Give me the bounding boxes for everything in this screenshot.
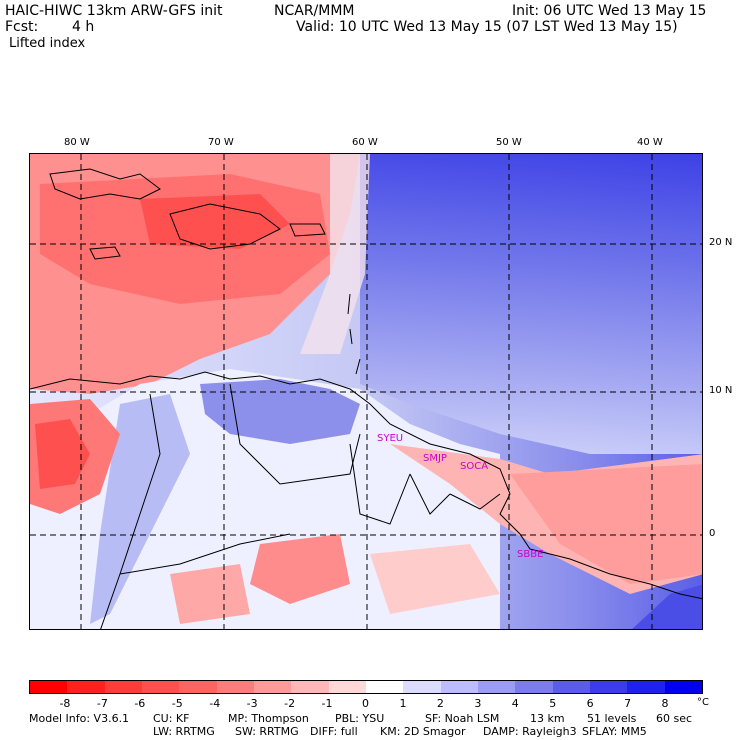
station-smjp: SMJP	[423, 453, 447, 464]
station-soca: SOCA	[460, 461, 489, 472]
pbl-scheme: PBL: YSU	[335, 712, 385, 725]
cumulus-scheme: CU: KF	[153, 712, 190, 725]
colorbar-tick-label: -1	[321, 697, 333, 710]
surface-layer-scheme: SFLAY: MM5	[582, 725, 647, 738]
colorbar-tick-label: 0	[362, 697, 369, 710]
french-guiana-border	[449, 493, 501, 510]
cuba-outline	[49, 168, 161, 200]
colorbar-swatch	[67, 681, 105, 693]
colorbar-swatch	[664, 681, 702, 693]
grid-spacing: 13 km	[530, 712, 565, 725]
vertical-levels: 51 levels	[587, 712, 637, 725]
shortwave-scheme: SW: RRTMG	[235, 725, 299, 738]
colorbar-swatch	[291, 681, 329, 693]
colorbar-swatch	[440, 681, 478, 693]
lon-label-80w: 80 W	[64, 137, 90, 148]
south-america-coast	[30, 371, 702, 600]
init-time: Init: 06 UTC Wed 13 May 15	[512, 3, 707, 19]
colorbar-swatch	[179, 681, 217, 693]
lifted-index-map: SYEU SMJP SOCA SBBE	[29, 153, 703, 630]
diffusion-option: DIFF: full	[310, 725, 358, 738]
lat-label-10n: 10 N	[709, 385, 733, 396]
amazon-delta-unstable	[510, 464, 702, 584]
colorbar-tick-label: -2	[284, 697, 296, 710]
colorbar-tick-label: 7	[624, 697, 632, 710]
colorbar-swatch	[403, 681, 441, 693]
venezuela-stable-region	[200, 379, 360, 444]
colorbar-swatch	[552, 681, 590, 693]
colorbar-unit: °C	[697, 697, 709, 708]
timestep: 60 sec	[656, 712, 693, 725]
colorbar-swatch	[365, 681, 404, 693]
colorbar-tick-label: 3	[474, 697, 482, 710]
colorbar-tick-label: -6	[134, 697, 146, 710]
southeast-stable-region	[632, 584, 702, 629]
venezuela-border	[229, 383, 361, 485]
amazon-unstable-patch-2	[170, 564, 250, 624]
colorbar-swatch	[627, 681, 665, 693]
colorbar-swatch	[253, 681, 292, 693]
lat-label-equator: 0	[709, 528, 716, 539]
coastlines	[30, 168, 702, 629]
longwave-scheme: LW: RRTMG	[153, 725, 215, 738]
colorbar-swatch	[515, 681, 553, 693]
model-version: Model Info: V3.6.1	[29, 712, 130, 725]
colorbar-tick-label: 6	[586, 697, 594, 710]
atlantic-stable-region	[360, 154, 702, 454]
valid-time: Valid: 10 UTC Wed 13 May 15 (07 LST Wed …	[296, 19, 678, 35]
field-name: Lifted index	[9, 36, 86, 51]
lon-label-40w: 40 W	[637, 137, 663, 148]
hispaniola-outline	[169, 203, 281, 250]
colorbar-tick-label: -4	[209, 697, 221, 710]
colorbar-tick-label: 1	[399, 697, 407, 710]
surface-scheme: SF: Noah LSM	[425, 712, 500, 725]
colorbar-swatch	[216, 681, 254, 693]
lat-label-20n: 20 N	[709, 237, 733, 248]
lon-label-50w: 50 W	[496, 137, 522, 148]
colombia-stable-region	[90, 394, 190, 624]
colorbar-tick-label: -3	[246, 697, 258, 710]
hispaniola-unstable	[140, 194, 290, 249]
colorbar-swatch	[589, 681, 628, 693]
lon-label-60w: 60 W	[352, 137, 378, 148]
microphysics-scheme: MP: Thompson	[228, 712, 309, 725]
km-option: KM: 2D Smagor	[380, 725, 466, 738]
lon-label-70w: 70 W	[208, 137, 234, 148]
amazon-unstable-patch-3	[370, 544, 500, 614]
map-canvas	[30, 154, 702, 629]
colombia-border	[100, 393, 161, 629]
colorbar-swatch	[104, 681, 142, 693]
model-title: HAIC-HIWC 13km ARW-GFS init	[5, 3, 223, 19]
colorbar-tick-label: 2	[436, 697, 444, 710]
transition-band	[300, 154, 370, 354]
forecast-label: Fcst:	[5, 19, 39, 35]
colorbar-tick-label: -5	[171, 697, 183, 710]
brazil-border	[119, 533, 291, 575]
colorbar-swatch	[328, 681, 366, 693]
panama-core-unstable	[35, 419, 90, 489]
colorbar-tick-label: 4	[511, 697, 519, 710]
guyana-border	[349, 443, 411, 525]
station-syeu: SYEU	[377, 433, 404, 444]
damping-option: DAMP: Rayleigh3	[483, 725, 577, 738]
colorbar	[29, 680, 703, 694]
colorbar-tick-label: -8	[59, 697, 71, 710]
colorbar-tick-label: 5	[549, 697, 557, 710]
lat-lon-grid	[30, 154, 702, 629]
suriname-border	[409, 473, 451, 515]
colorbar-swatch	[141, 681, 180, 693]
station-sbbe: SBBE	[517, 549, 544, 560]
puerto-rico-outline	[289, 223, 326, 237]
org-label: NCAR/MMM	[274, 3, 355, 19]
colorbar-swatch	[30, 681, 68, 693]
colorbar-swatch	[477, 681, 516, 693]
jamaica-outline	[89, 246, 121, 260]
colorbar-tick-label: -7	[96, 697, 108, 710]
amazon-unstable-patch	[250, 534, 350, 604]
colorbar-tick-label: 8	[661, 697, 669, 710]
forecast-hour: 4 h	[72, 19, 95, 35]
lesser-antilles	[347, 293, 361, 375]
